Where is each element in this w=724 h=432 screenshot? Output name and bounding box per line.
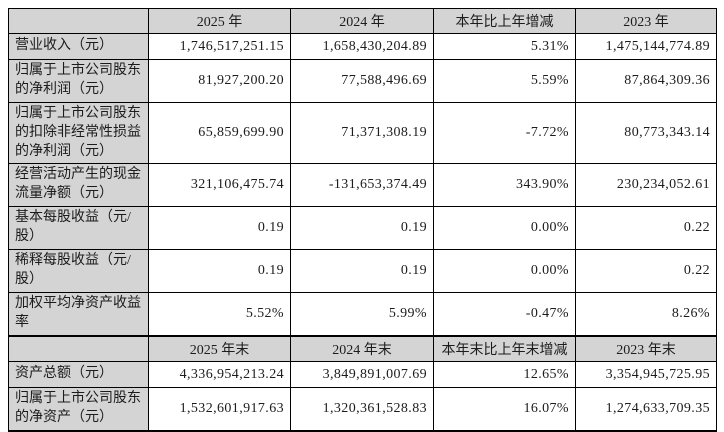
- report-page: 2025 年 2024 年 本年比上年增减 2023 年 营业收入（元） 1,7…: [8, 8, 717, 432]
- table-row-diluted-eps: 稀释每股收益（元/股） 0.19 0.19 0.00% 0.22: [8, 249, 717, 293]
- table-row-net-profit-deducted: 归属于上市公司股东的扣除非经常性损益的净利润（元） 65,859,699.90 …: [8, 101, 717, 165]
- cell-2025: 5.52%: [148, 291, 291, 337]
- cell-yoy: 0.00%: [433, 206, 576, 251]
- cell-2023: 0.22: [575, 206, 717, 251]
- row-label: 经营活动产生的现金流量净额（元）: [8, 163, 149, 208]
- row-label: 归属于上市公司股东的净资产（元）: [8, 387, 149, 432]
- row-label: 归属于上市公司股东的扣除非经常性损益的净利润（元）: [8, 101, 149, 165]
- column-header-2023: 2023 年: [575, 8, 717, 34]
- cell-2023: 0.22: [575, 249, 717, 293]
- row-label: 归属于上市公司股东的净利润（元）: [8, 59, 149, 103]
- cell-2025: 1,746,517,251.15: [148, 33, 291, 60]
- cell-2025: 321,106,475.74: [148, 163, 291, 208]
- cell-2024: 71,371,308.19: [290, 101, 434, 165]
- cell-2023: 80,773,343.14: [575, 101, 717, 165]
- cell-2023: 230,234,052.61: [575, 163, 717, 208]
- column-header-2023-end: 2023 年末: [575, 334, 717, 363]
- row-label: 营业收入（元）: [8, 33, 149, 60]
- row-label: 资产总额（元）: [8, 361, 149, 389]
- cell-yoy: -7.72%: [433, 101, 576, 165]
- cell-2023: 87,864,309.36: [575, 59, 717, 103]
- corner-cell: [8, 334, 149, 363]
- row-label: 基本每股收益（元/股）: [8, 206, 149, 251]
- cell-yoy: 16.07%: [433, 387, 576, 432]
- table-header-row-annual: 2025 年 2024 年 本年比上年增减 2023 年: [8, 8, 717, 34]
- cell-2023: 8.26%: [575, 291, 717, 337]
- column-header-yoy-change: 本年比上年增减: [433, 8, 576, 34]
- column-header-2024: 2024 年: [290, 8, 434, 34]
- cell-2023: 3,354,945,725.95: [575, 361, 717, 389]
- cell-yoy: 0.00%: [433, 249, 576, 293]
- cell-yoy: 5.59%: [433, 59, 576, 103]
- column-header-2025: 2025 年: [148, 8, 291, 34]
- table-row-revenue: 营业收入（元） 1,746,517,251.15 1,658,430,204.8…: [8, 33, 717, 60]
- cell-2024: 1,658,430,204.89: [290, 33, 434, 60]
- cell-yoy: 12.65%: [433, 361, 576, 389]
- cell-2025: 4,336,954,213.24: [148, 361, 291, 389]
- cell-2025: 65,859,699.90: [148, 101, 291, 165]
- cell-2024: 0.19: [290, 249, 434, 293]
- cell-2024: 77,588,496.69: [290, 59, 434, 103]
- cell-2024: 1,320,361,528.83: [290, 387, 434, 432]
- table-row-net-profit: 归属于上市公司股东的净利润（元） 81,927,200.20 77,588,49…: [8, 59, 717, 103]
- table-row-operating-cash-flow: 经营活动产生的现金流量净额（元） 321,106,475.74 -131,653…: [8, 163, 717, 208]
- table-row-net-assets: 归属于上市公司股东的净资产（元） 1,532,601,917.63 1,320,…: [8, 387, 717, 432]
- table-row-total-assets: 资产总额（元） 4,336,954,213.24 3,849,891,007.6…: [8, 361, 717, 389]
- cell-2023: 1,475,144,774.89: [575, 33, 717, 60]
- column-header-yoy-end-change: 本年末比上年末增减: [433, 334, 576, 363]
- cell-2025: 0.19: [148, 249, 291, 293]
- cell-2024: -131,653,374.49: [290, 163, 434, 208]
- row-label: 加权平均净资产收益率: [8, 291, 149, 337]
- cell-2024: 5.99%: [290, 291, 434, 337]
- column-header-2025-end: 2025 年末: [148, 334, 291, 363]
- table-row-basic-eps: 基本每股收益（元/股） 0.19 0.19 0.00% 0.22: [8, 206, 717, 251]
- row-label: 稀释每股收益（元/股）: [8, 249, 149, 293]
- table-row-weighted-avg-roe: 加权平均净资产收益率 5.52% 5.99% -0.47% 8.26%: [8, 291, 717, 337]
- cell-2025: 1,532,601,917.63: [148, 387, 291, 432]
- column-header-2024-end: 2024 年末: [290, 334, 434, 363]
- cell-2024: 0.19: [290, 206, 434, 251]
- cell-2023: 1,274,633,709.35: [575, 387, 717, 432]
- cell-yoy: 5.31%: [433, 33, 576, 60]
- cell-2024: 3,849,891,007.69: [290, 361, 434, 389]
- cell-2025: 81,927,200.20: [148, 59, 291, 103]
- cell-yoy: 343.90%: [433, 163, 576, 208]
- financial-summary-table: 2025 年 2024 年 本年比上年增减 2023 年 营业收入（元） 1,7…: [8, 8, 717, 432]
- cell-yoy: -0.47%: [433, 291, 576, 337]
- table-header-row-year-end: 2025 年末 2024 年末 本年末比上年末增减 2023 年末: [8, 334, 717, 363]
- corner-cell: [8, 8, 149, 34]
- cell-2025: 0.19: [148, 206, 291, 251]
